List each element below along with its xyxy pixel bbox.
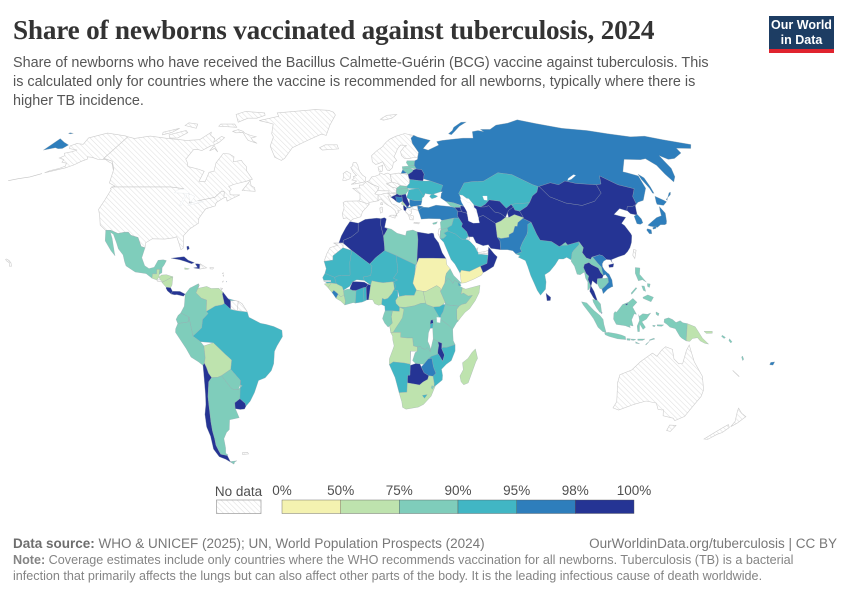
- svg-text:0%: 0%: [272, 483, 292, 498]
- svg-text:90%: 90%: [444, 483, 471, 498]
- svg-text:75%: 75%: [386, 483, 413, 498]
- svg-text:98%: 98%: [562, 483, 589, 498]
- svg-text:50%: 50%: [327, 483, 354, 498]
- svg-text:95%: 95%: [503, 483, 530, 498]
- svg-text:100%: 100%: [617, 483, 652, 498]
